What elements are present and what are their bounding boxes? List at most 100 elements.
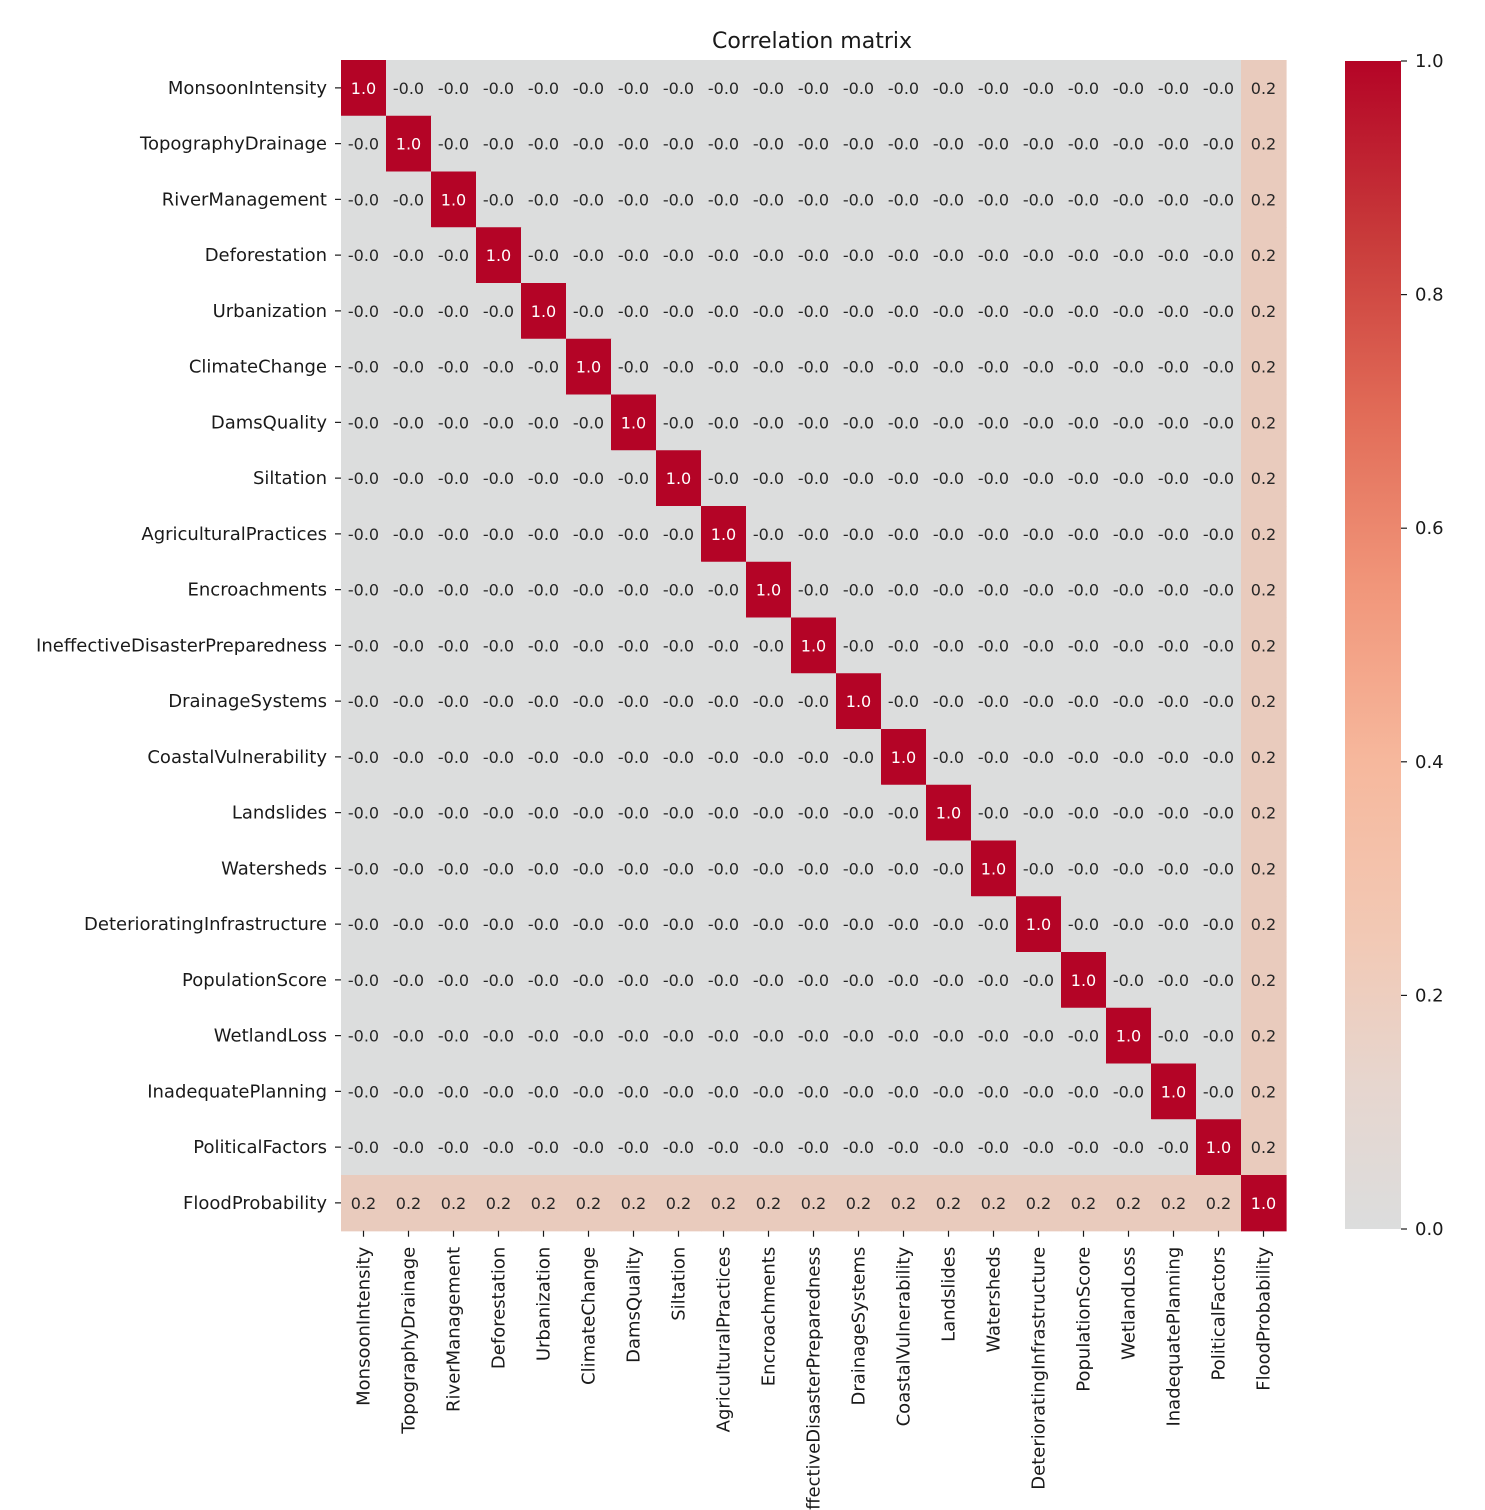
cell-value-label: 1.0 [891,748,916,767]
cell-value-label: -0.0 [438,358,469,377]
cell-value-label: -0.0 [483,859,514,878]
heatmap-cell [836,115,882,173]
heatmap-cell [971,1007,1017,1065]
cell-value-label: -0.0 [528,469,559,488]
cell-value-label: -0.0 [753,190,784,209]
colorbar-tick-label: 0.4 [1415,752,1444,773]
cell-value-label: -0.0 [528,636,559,655]
cell-value-label: -0.0 [798,1027,829,1046]
cell-value-label: -0.0 [528,190,559,209]
cell-value-label: -0.0 [933,469,964,488]
heatmap-cell [836,840,882,897]
cell-value-label: 0.2 [891,1194,916,1213]
heatmap-cell [926,60,972,117]
cell-value-label: -0.0 [1023,246,1054,265]
heatmap-cell [341,1063,387,1120]
heatmap-cell [521,450,567,507]
heatmap-cell [701,840,747,897]
cell-value-label: -0.0 [843,246,874,265]
heatmap-cell [1106,171,1152,228]
cell-value-label: -0.0 [438,1138,469,1157]
heatmap-cell [611,1063,657,1120]
cell-value-label: -0.0 [1113,190,1144,209]
heatmap-cell [521,1119,567,1176]
heatmap-cell [1061,227,1107,284]
heatmap-cell [386,784,432,842]
heatmap-cell [701,1175,747,1232]
cell-value-label: -0.0 [348,246,379,265]
heatmap-cell [341,784,387,842]
heatmap-cell [1196,338,1242,396]
heatmap-cell [701,506,747,563]
cell-value-label: -0.0 [1158,246,1189,265]
cell-value-label: -0.0 [1023,692,1054,711]
cell-value-label: -0.0 [528,1082,559,1101]
heatmap-cell [1241,60,1287,117]
cell-value-label: -0.0 [573,469,604,488]
cell-value-label: 1.0 [1161,1082,1186,1101]
cell-value-label: -0.0 [1113,525,1144,544]
heatmap-cell [971,617,1017,674]
cell-value-label: 0.2 [1161,1194,1186,1213]
heatmap-cell [1016,338,1062,396]
cell-value-label: -0.0 [1068,1138,1099,1157]
cell-value-label: -0.0 [753,748,784,767]
cell-value-label: -0.0 [528,79,559,98]
heatmap-cell [566,450,612,507]
cell-value-label: -0.0 [978,358,1009,377]
cell-value-label: 0.2 [1251,915,1276,934]
heatmap-cell [1196,673,1242,730]
heatmap-cell [476,450,522,507]
cell-value-label: -0.0 [1068,748,1099,767]
cell-value-label: -0.0 [1068,1027,1099,1046]
cell-value-label: -0.0 [708,135,739,154]
heatmap-cell [341,1175,387,1232]
heatmap-cell [1196,840,1242,897]
cell-value-label: -0.0 [438,302,469,321]
cell-value-label: -0.0 [753,469,784,488]
heatmap-cell [881,617,927,674]
cell-value-label: -0.0 [843,469,874,488]
cell-value-label: -0.0 [978,525,1009,544]
cell-value-label: -0.0 [1068,469,1099,488]
cell-value-label: -0.0 [1023,581,1054,600]
heatmap-cell [1241,1063,1287,1120]
cell-value-label: -0.0 [618,636,649,655]
cell-value-label: -0.0 [978,915,1009,934]
cell-value-label: -0.0 [348,971,379,990]
cell-value-label: 0.2 [1251,748,1276,767]
cell-value-label: -0.0 [1068,358,1099,377]
heatmap-cell [746,952,792,1009]
x-axis-labels: MonsoonIntensity TopographyDrainage RiverM… [354,1230,1275,1510]
cell-value-label: -0.0 [843,804,874,823]
heatmap-cell [1061,115,1107,173]
x-tick-label: DeterioratingInfrastructure [1029,1247,1050,1490]
heatmap-cell [791,952,837,1009]
heatmap-cell [746,338,792,396]
heatmap-cell [971,1119,1017,1176]
heatmap-cell [926,1175,972,1232]
cell-value-label: 0.2 [531,1194,556,1213]
heatmap-cell [881,561,927,619]
y-tick-label: ClimateChange [189,357,327,378]
heatmap-cell [1106,1175,1152,1232]
cell-value-label: -0.0 [798,135,829,154]
cell-value-label: -0.0 [663,692,694,711]
heatmap-cell [386,450,432,507]
heatmap-cell [791,450,837,507]
heatmap-cell [386,1175,432,1232]
heatmap-cell [431,450,477,507]
cell-value-label: -0.0 [1203,302,1234,321]
heatmap-cell [1151,1063,1197,1120]
heatmap-cell [521,60,567,117]
cell-value-label: -0.0 [483,358,514,377]
cell-value-label: -0.0 [1203,748,1234,767]
cell-value-label: -0.0 [483,636,514,655]
cell-value-label: -0.0 [1203,525,1234,544]
heatmap-cell [476,506,522,563]
cell-value-label: -0.0 [1023,413,1054,432]
x-tick-label: PoliticalFactors [1209,1247,1230,1381]
cell-value-label: -0.0 [528,358,559,377]
heatmap-cell [566,506,612,563]
heatmap-cell [1241,394,1287,451]
